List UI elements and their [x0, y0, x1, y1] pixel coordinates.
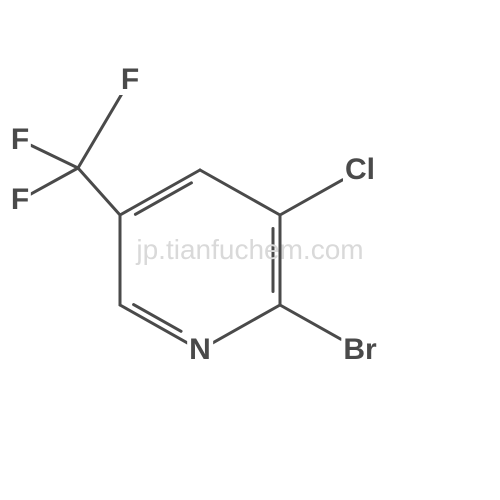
atom-label-f: F: [9, 125, 31, 155]
atom-label-n: N: [187, 335, 213, 365]
atom-label-cl: Cl: [343, 155, 377, 185]
atom-label-f: F: [119, 65, 141, 95]
structure-canvas: NBrClFFF jp.tianfuchem.com: [0, 0, 500, 500]
atom-label-br: Br: [341, 335, 378, 365]
atom-label-f: F: [9, 185, 31, 215]
bond-layer: [0, 0, 500, 500]
